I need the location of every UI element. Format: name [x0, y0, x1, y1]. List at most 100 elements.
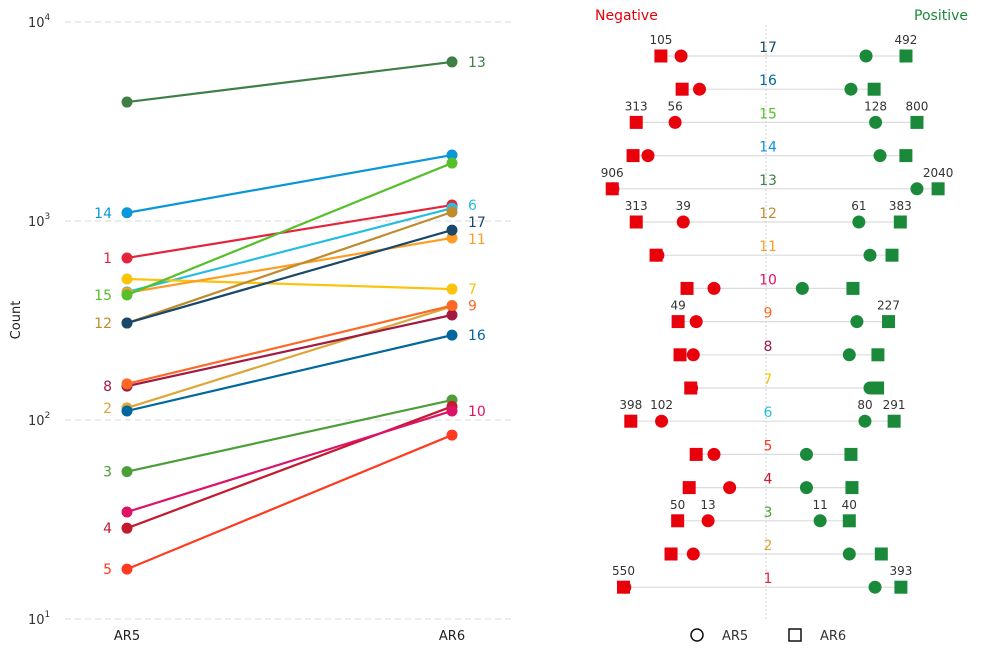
series-7	[121, 273, 458, 295]
value-label: 102	[650, 398, 673, 412]
row-15: 15 313 56 128 800	[625, 99, 928, 129]
row-13: 13 906 2040	[601, 166, 954, 196]
marker-pos-ar6	[910, 115, 924, 129]
series-line	[126, 305, 453, 409]
marker-neg-ar6	[629, 215, 643, 229]
data-point	[446, 224, 458, 236]
marker-pos-ar6	[893, 215, 907, 229]
data-point	[446, 329, 458, 341]
series-13	[121, 56, 458, 108]
value-label: 128	[864, 99, 887, 113]
marker-neg-ar6	[664, 547, 678, 561]
row-9: 9 49 227	[670, 299, 900, 329]
series-label: 6	[468, 198, 477, 214]
data-point	[121, 378, 133, 390]
marker-neg-ar5	[689, 315, 703, 329]
legend-label: AR5	[722, 629, 748, 644]
row-7: 7	[684, 372, 885, 395]
value-label: 383	[889, 199, 912, 213]
marker-neg-ar6	[689, 447, 703, 461]
marker-pos-ar5	[813, 514, 827, 528]
row-8: 8	[673, 339, 885, 362]
y-tick-label: 102	[28, 411, 50, 429]
value-label: 80	[857, 398, 872, 412]
data-point	[121, 563, 133, 575]
series-line	[126, 409, 453, 514]
marker-pos-ar6	[874, 547, 888, 561]
marker-neg-ar6	[675, 82, 689, 96]
series-label: 14	[94, 206, 112, 222]
data-point	[121, 405, 133, 417]
marker-pos-ar6	[871, 381, 885, 395]
row-label: 7	[764, 372, 773, 388]
series-9	[121, 300, 458, 390]
marker-neg-ar5	[674, 49, 688, 63]
marker-pos-ar5	[799, 447, 813, 461]
value-label: 105	[649, 33, 672, 47]
series-line	[126, 153, 453, 214]
value-label: 550	[612, 564, 635, 578]
marker-neg-ar6	[654, 49, 668, 63]
row-2: 2	[664, 538, 888, 561]
row-label: 8	[764, 339, 773, 355]
row-17: 17 105 492	[649, 33, 917, 63]
row-3: 3 50 13 11 40	[670, 498, 857, 528]
series-label: 16	[468, 328, 486, 344]
series-label: 4	[103, 521, 112, 537]
y-axis-label: Count	[9, 301, 24, 340]
data-point	[121, 506, 133, 518]
value-label: 291	[883, 398, 906, 412]
marker-pos-ar6	[931, 182, 945, 196]
marker-pos-ar6	[887, 414, 901, 428]
data-point	[446, 149, 458, 161]
marker-pos-ar5	[842, 348, 856, 362]
marker-pos-ar5	[844, 82, 858, 96]
marker-neg-ar5	[655, 414, 669, 428]
value-label: 2040	[923, 166, 954, 180]
data-point	[446, 309, 458, 321]
value-label: 11	[813, 498, 828, 512]
data-point	[121, 252, 133, 264]
marker-neg-ar5	[641, 149, 655, 163]
row-14: 14	[626, 140, 913, 163]
row-label: 5	[764, 438, 773, 454]
series-line	[126, 60, 453, 104]
legend: AR5 AR6	[690, 628, 846, 644]
marker-pos-ar5	[863, 248, 877, 262]
series-3	[121, 394, 458, 478]
row-11: 11	[649, 239, 899, 262]
marker-pos-ar6	[845, 481, 859, 495]
marker-neg-ar5	[618, 580, 632, 594]
series-line	[126, 162, 453, 296]
marker-neg-ar5	[651, 248, 665, 262]
row-label: 17	[759, 40, 777, 56]
series-label: 8	[103, 379, 112, 395]
series-line	[126, 236, 453, 294]
data-point	[446, 429, 458, 441]
series-line	[126, 434, 453, 571]
marker-pos-ar5	[910, 182, 924, 196]
series-line	[126, 334, 453, 413]
data-point	[446, 232, 458, 244]
value-label: 50	[670, 498, 685, 512]
row-label: 14	[759, 140, 777, 156]
series-8	[121, 309, 458, 392]
series-line	[126, 304, 453, 385]
marker-neg-ar5	[668, 115, 682, 129]
marker-pos-ar6	[894, 580, 908, 594]
marker-pos-ar5	[873, 149, 887, 163]
data-point	[121, 273, 133, 285]
data-point	[446, 206, 458, 218]
value-label: 56	[667, 99, 682, 113]
series-17	[121, 224, 458, 329]
legend-label: AR6	[820, 629, 846, 644]
marker-neg-ar6	[629, 115, 643, 129]
marker-pos-ar5	[842, 547, 856, 561]
x-tick-label: AR5	[114, 629, 140, 644]
marker-pos-ar5	[852, 215, 866, 229]
marker-pos-ar6	[846, 281, 860, 295]
marker-neg-ar6	[671, 514, 685, 528]
marker-pos-ar5	[869, 115, 883, 129]
marker-pos-ar5	[859, 49, 873, 63]
value-label: 906	[601, 166, 624, 180]
